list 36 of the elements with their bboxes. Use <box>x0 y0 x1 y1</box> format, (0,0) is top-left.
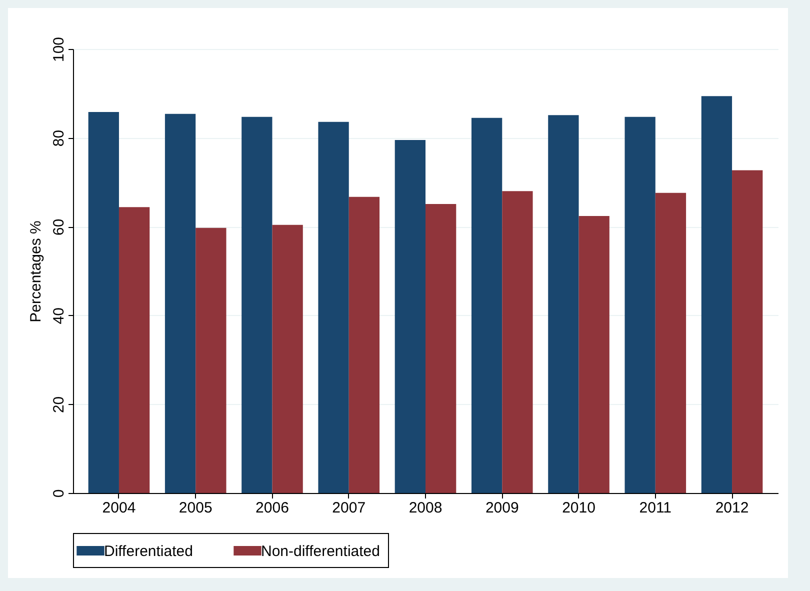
bar <box>426 204 456 493</box>
x-tick-label: 2007 <box>332 500 366 516</box>
x-tick-label: 2010 <box>562 500 596 516</box>
legend-label: Differentiated <box>104 542 193 560</box>
bar <box>624 116 656 493</box>
bar <box>272 224 303 493</box>
bar <box>196 228 226 493</box>
bar <box>242 116 272 493</box>
x-tick-label: 2009 <box>485 500 519 516</box>
y-tick-label: 100 <box>50 36 68 62</box>
bar <box>701 96 732 493</box>
x-tick-label: 2006 <box>256 500 289 516</box>
x-tick-label: 2005 <box>178 500 212 516</box>
x-tick-label: 2011 <box>639 500 672 516</box>
bar <box>578 216 610 493</box>
y-tick-label: 40 <box>50 308 68 324</box>
bar <box>118 207 150 493</box>
bar <box>88 112 119 493</box>
x-tick-label: 2004 <box>102 500 136 516</box>
y-tick-label: 20 <box>50 396 68 414</box>
x-tick-label: 2012 <box>715 500 749 516</box>
y-tick-label: 80 <box>50 130 68 147</box>
bar <box>348 196 380 493</box>
bar <box>655 192 686 493</box>
bar <box>502 191 533 493</box>
x-tick-label: 2008 <box>408 500 442 516</box>
bar <box>732 170 763 493</box>
y-tick-label: 60 <box>50 218 68 236</box>
bar <box>471 118 502 493</box>
y-tick-label: 0 <box>50 489 68 498</box>
bar <box>164 114 196 493</box>
y-axis-title: Percentages % <box>28 220 44 322</box>
bar <box>394 140 426 493</box>
bar <box>548 115 579 493</box>
legend-label: Non-differentiated <box>261 542 380 560</box>
bar <box>318 122 349 493</box>
